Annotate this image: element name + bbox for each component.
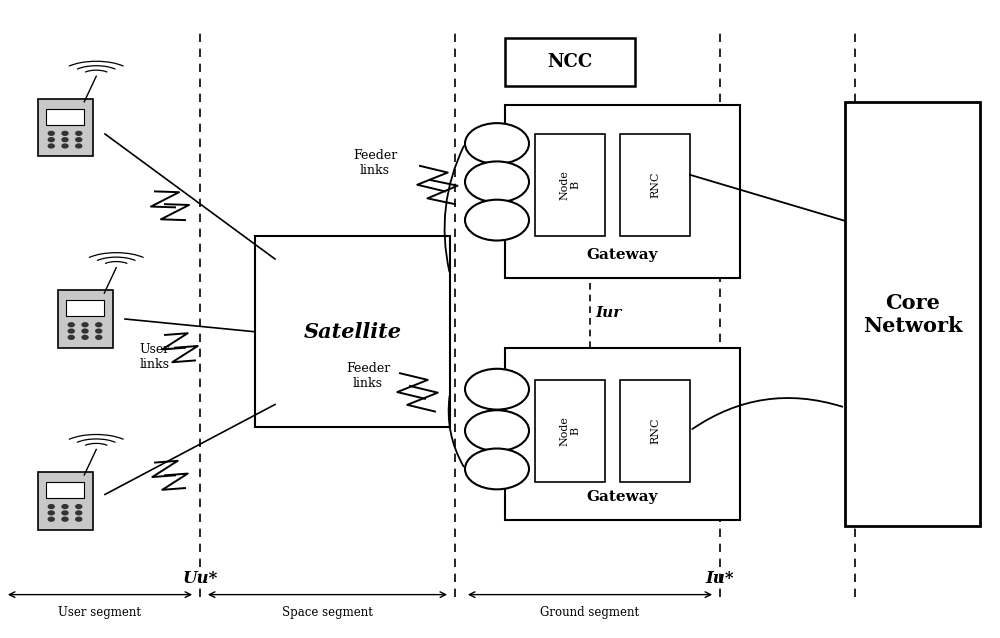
Circle shape bbox=[68, 329, 74, 333]
Bar bbox=[255, 236, 450, 427]
Text: Iu*: Iu* bbox=[706, 570, 734, 587]
Text: Feeder
links: Feeder links bbox=[353, 149, 397, 177]
Circle shape bbox=[465, 369, 529, 410]
Circle shape bbox=[96, 336, 102, 339]
Circle shape bbox=[48, 511, 54, 515]
Text: Gateway: Gateway bbox=[587, 248, 658, 262]
Circle shape bbox=[465, 449, 529, 489]
Text: Iur: Iur bbox=[595, 306, 621, 320]
Bar bbox=[58, 290, 113, 348]
Text: Node
B: Node B bbox=[559, 170, 581, 200]
Circle shape bbox=[465, 410, 529, 451]
Text: Ground segment: Ground segment bbox=[540, 606, 640, 619]
Bar bbox=[620, 134, 690, 236]
Circle shape bbox=[76, 144, 82, 148]
Circle shape bbox=[48, 517, 54, 521]
Bar bbox=[505, 105, 740, 278]
Circle shape bbox=[48, 131, 54, 135]
Circle shape bbox=[76, 517, 82, 521]
Text: Uu*: Uu* bbox=[182, 570, 218, 587]
Circle shape bbox=[76, 505, 82, 508]
Bar bbox=[66, 300, 104, 316]
Text: Core
Network: Core Network bbox=[863, 293, 962, 336]
Bar bbox=[46, 482, 84, 498]
Circle shape bbox=[465, 200, 529, 241]
Circle shape bbox=[48, 138, 54, 142]
Circle shape bbox=[62, 517, 68, 521]
Circle shape bbox=[48, 505, 54, 508]
Text: User
links: User links bbox=[140, 343, 170, 371]
Text: NCC: NCC bbox=[547, 53, 593, 71]
Circle shape bbox=[62, 505, 68, 508]
Text: User segment: User segment bbox=[58, 606, 142, 619]
Text: Gateway: Gateway bbox=[587, 490, 658, 504]
Circle shape bbox=[465, 161, 529, 202]
Bar bbox=[505, 348, 740, 520]
Text: RNC: RNC bbox=[650, 172, 660, 198]
Text: Space segment: Space segment bbox=[282, 606, 373, 619]
Circle shape bbox=[48, 144, 54, 148]
Bar bbox=[535, 134, 605, 236]
Bar bbox=[46, 108, 84, 125]
Circle shape bbox=[82, 329, 88, 333]
Circle shape bbox=[76, 131, 82, 135]
Circle shape bbox=[68, 336, 74, 339]
Circle shape bbox=[62, 131, 68, 135]
Text: RNC: RNC bbox=[650, 417, 660, 444]
Bar bbox=[535, 380, 605, 482]
Bar bbox=[620, 380, 690, 482]
Circle shape bbox=[96, 323, 102, 327]
Text: Feeder
links: Feeder links bbox=[346, 362, 390, 390]
Text: Satellite: Satellite bbox=[304, 322, 402, 342]
Circle shape bbox=[96, 329, 102, 333]
Circle shape bbox=[82, 336, 88, 339]
Bar bbox=[38, 99, 92, 156]
Circle shape bbox=[62, 144, 68, 148]
Circle shape bbox=[68, 323, 74, 327]
Bar bbox=[38, 472, 92, 530]
Circle shape bbox=[465, 123, 529, 164]
Circle shape bbox=[76, 511, 82, 515]
Circle shape bbox=[62, 138, 68, 142]
Circle shape bbox=[82, 323, 88, 327]
Text: Node
B: Node B bbox=[559, 416, 581, 445]
Circle shape bbox=[62, 511, 68, 515]
Bar bbox=[845, 102, 980, 526]
Circle shape bbox=[76, 138, 82, 142]
Bar bbox=[505, 38, 635, 86]
